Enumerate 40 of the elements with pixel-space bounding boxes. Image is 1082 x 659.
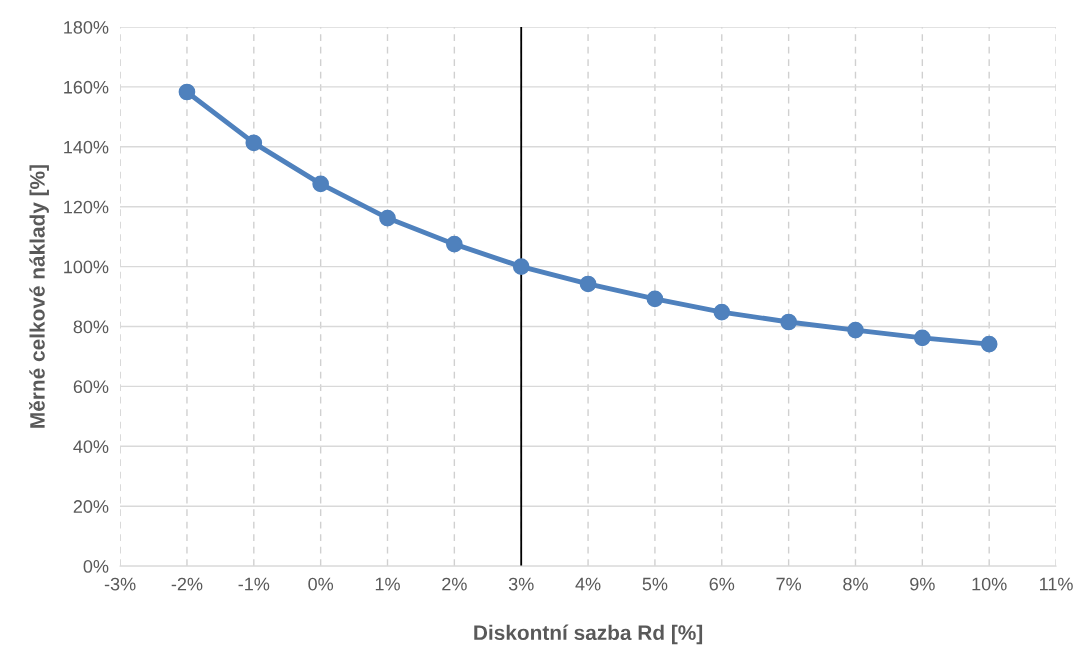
- point: [913, 329, 931, 347]
- point: [512, 258, 530, 275]
- x-tick-label: 8%: [843, 577, 868, 591]
- x-tick-label: 1%: [375, 577, 400, 591]
- point: [379, 209, 396, 227]
- point: [312, 175, 329, 193]
- x-tick-label: 7%: [776, 577, 802, 591]
- x-tick-label: 0%: [308, 577, 334, 591]
- y-tick-label: 160%: [64, 80, 109, 94]
- point: [446, 235, 463, 253]
- point: [579, 275, 597, 293]
- x-tick-label: -2%: [171, 577, 203, 591]
- x-tick-label: -3%: [104, 577, 136, 591]
- point: [646, 290, 664, 308]
- point: [245, 134, 263, 152]
- x-tick-label: 11%: [1040, 577, 1073, 591]
- x-tick-label: 3%: [508, 577, 534, 591]
- point: [713, 303, 731, 321]
- point: [980, 335, 998, 353]
- y-tick-label: 100%: [64, 260, 109, 274]
- y-tick-label: 80%: [73, 320, 109, 334]
- y-tick-label: 60%: [73, 380, 109, 394]
- y-tick-label: 0%: [83, 560, 109, 573]
- y-tick-label: 20%: [73, 500, 109, 513]
- x-tick-label: -1%: [238, 577, 270, 591]
- x-axis-title: Diskontní sazba Rd [%]: [474, 624, 703, 645]
- x-tick-label: 2%: [442, 577, 467, 591]
- y-tick-label: 140%: [64, 140, 109, 154]
- x-tick-label: 6%: [709, 577, 735, 591]
- point: [780, 313, 797, 331]
- y-tick-label: 40%: [73, 440, 109, 454]
- y-tick-label: 120%: [64, 200, 109, 214]
- y-tick-label: 180%: [64, 20, 109, 34]
- x-tick-label: 5%: [642, 577, 668, 591]
- x-tick-label: 9%: [910, 577, 935, 591]
- point: [847, 321, 864, 339]
- y-axis-title: Měrné celkové náklady [%]: [29, 165, 49, 428]
- x-tick-label: 10%: [972, 577, 1007, 591]
- x-tick-label: 4%: [575, 577, 601, 591]
- point: [178, 83, 196, 101]
